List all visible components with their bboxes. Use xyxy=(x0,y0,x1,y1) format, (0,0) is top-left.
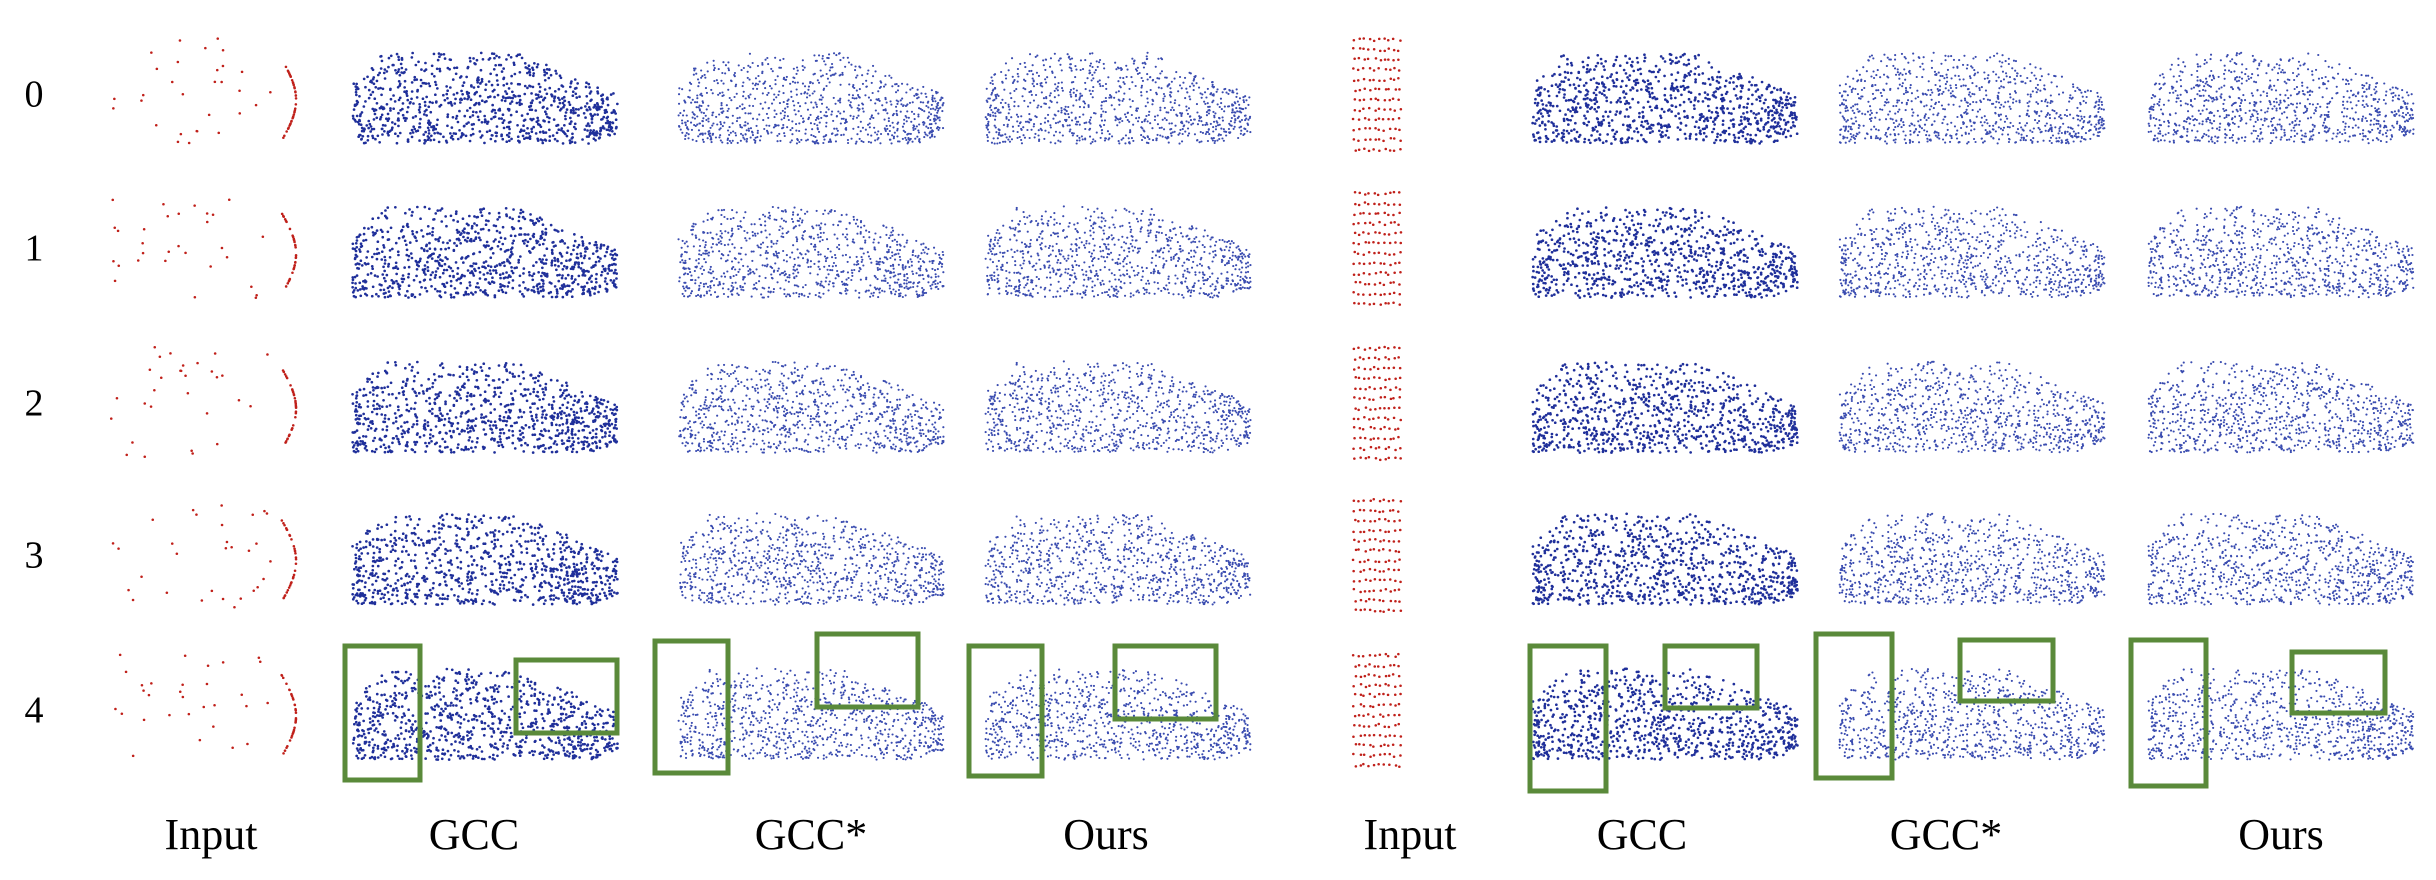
highlight-box xyxy=(2128,637,2209,789)
highlight-box xyxy=(1527,643,1609,794)
point-cloud xyxy=(109,346,298,459)
highlight-box xyxy=(652,638,731,776)
column-label: GCC* xyxy=(1890,810,2002,859)
highlight-box xyxy=(342,643,423,783)
highlight-boxes xyxy=(342,631,2388,794)
labels: 0 1 2 3 4 Input GCC GCC* Ours Input GCC GCC* Ours xyxy=(25,74,2324,859)
point-cloud xyxy=(984,51,1252,145)
point-cloud xyxy=(677,667,945,761)
column-label: Ours xyxy=(1063,810,1149,859)
point-cloud xyxy=(1531,206,1799,299)
point-cloud xyxy=(351,205,619,299)
point-cloud xyxy=(2147,360,2415,454)
point-cloud xyxy=(984,668,1252,761)
row-label: 1 xyxy=(25,228,44,270)
column-label: GCC xyxy=(429,810,519,859)
row-label: 0 xyxy=(25,74,44,116)
point-cloud xyxy=(1838,51,2106,145)
point-cloud xyxy=(1838,512,2106,606)
highlight-box xyxy=(1813,631,1895,781)
column-label: GCC* xyxy=(755,810,867,859)
point-cloud xyxy=(984,205,1252,299)
point-cloud xyxy=(2147,205,2415,299)
point-cloud xyxy=(351,512,619,606)
point-cloud xyxy=(1352,345,1403,462)
point-cloud xyxy=(351,51,619,145)
point-cloud xyxy=(677,52,945,145)
row-label: 3 xyxy=(25,535,44,577)
column-label: Input xyxy=(165,810,258,859)
point-cloud xyxy=(112,37,298,145)
point-clouds xyxy=(109,37,2415,769)
point-cloud xyxy=(1351,37,1403,153)
highlight-box xyxy=(513,657,620,736)
point-cloud xyxy=(1531,52,1799,145)
point-cloud xyxy=(2147,512,2414,606)
point-cloud xyxy=(1352,190,1403,306)
point-cloud xyxy=(679,512,945,606)
point-cloud xyxy=(984,360,1252,454)
point-cloud xyxy=(1838,360,2106,454)
point-cloud xyxy=(677,205,945,299)
point-cloud xyxy=(351,667,619,761)
highlight-box xyxy=(1957,637,2056,704)
column-label: GCC xyxy=(1597,810,1687,859)
point-cloud xyxy=(984,514,1252,606)
row-label: 2 xyxy=(25,383,44,425)
point-cloud xyxy=(351,360,619,454)
point-cloud xyxy=(1531,361,1799,454)
point-cloud xyxy=(2147,51,2415,145)
highlight-box xyxy=(1112,643,1219,722)
point-cloud xyxy=(1351,498,1403,613)
point-cloud xyxy=(1838,668,2106,761)
column-label: Ours xyxy=(2238,810,2324,859)
highlight-box xyxy=(966,643,1045,779)
column-label: Input xyxy=(1364,810,1457,859)
point-cloud xyxy=(1531,512,1799,606)
point-cloud xyxy=(1351,652,1403,769)
highlight-box xyxy=(2289,649,2388,716)
point-cloud xyxy=(678,360,945,454)
highlight-box xyxy=(814,631,921,710)
highlight-box xyxy=(1662,643,1760,711)
point-cloud xyxy=(114,653,298,758)
row-label: 4 xyxy=(25,690,44,732)
point-cloud xyxy=(111,504,298,609)
point-cloud xyxy=(111,198,298,300)
point-cloud xyxy=(2147,667,2415,761)
point-cloud xyxy=(1838,205,2106,299)
